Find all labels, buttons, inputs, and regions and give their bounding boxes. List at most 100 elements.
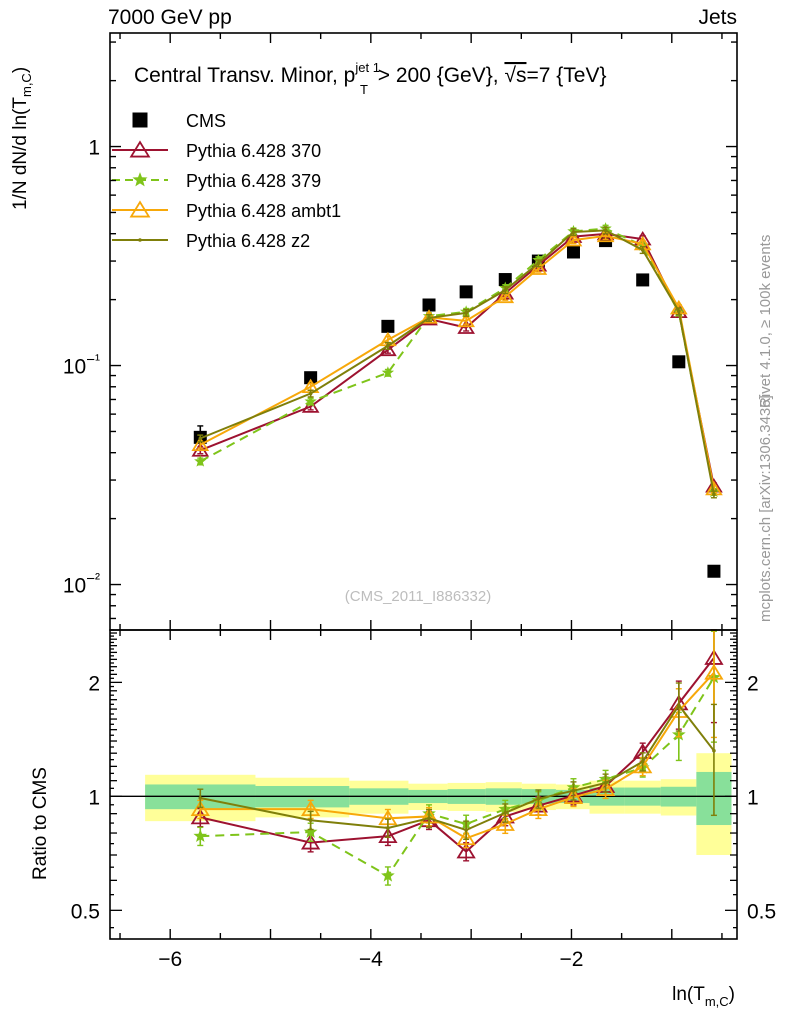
x-tick-label: −4: [359, 948, 383, 971]
legend-label: Pythia 6.428 z2: [186, 231, 310, 251]
data-marker-triangle: [456, 842, 476, 859]
data-marker-triangle: [379, 341, 397, 357]
data-marker-triangle: [456, 829, 476, 846]
data-marker-dot: [198, 436, 203, 441]
ratio-series-pythia-6-428-z2: [197, 682, 717, 840]
ratio-line: [200, 703, 715, 832]
data-marker-dot: [138, 238, 142, 242]
data-marker-dot: [308, 818, 313, 822]
data-marker-dot: [571, 788, 576, 793]
data-marker-square: [422, 298, 436, 312]
data-marker-triangle: [564, 231, 583, 247]
data-marker-square: [672, 355, 686, 369]
title-part3: =7 {TeV}: [526, 64, 606, 87]
y-axis-label-sub: m,C: [19, 73, 34, 97]
legend-label: CMS: [186, 111, 226, 131]
data-marker-dot: [503, 810, 508, 815]
data-marker-triangle: [528, 800, 549, 817]
y-tick-label: 10−¹: [63, 352, 100, 379]
data-marker-dot: [640, 759, 645, 764]
data-marker-dot: [198, 796, 203, 800]
data-marker-triangle: [129, 200, 151, 218]
data-marker-dot: [464, 311, 468, 315]
data-marker-dot: [640, 248, 645, 252]
data-marker-square: [707, 564, 721, 578]
x-axis-label-text: ln(T: [672, 984, 705, 1005]
series-line: [199, 229, 715, 495]
data-marker-triangle: [191, 436, 210, 451]
y-axis-label-main: 1/N dN/d ln(Tm,C): [10, 67, 34, 210]
data-marker-star: [304, 395, 317, 407]
series-line: [199, 234, 715, 490]
legend-label: Pythia 6.428 379: [186, 171, 321, 191]
title-sup: jet 1: [354, 60, 380, 75]
data-marker-triangle: [596, 227, 615, 243]
y-axis-label-text: 1/N dN/d ln(T: [10, 97, 31, 210]
legend-item-pythia-6-428-379[interactable]: Pythia 6.428 379: [112, 171, 321, 191]
title-part2: > 200 {GeV},: [372, 64, 505, 87]
data-marker-star: [132, 172, 148, 187]
data-marker-star: [381, 366, 395, 378]
legend-item-cms[interactable]: CMS: [132, 111, 227, 131]
data-marker-dot: [603, 228, 608, 233]
data-marker-star: [381, 868, 395, 882]
ratio-line: [200, 657, 715, 853]
data-marker-dot: [571, 230, 576, 234]
data-marker-dot: [677, 703, 681, 708]
data-marker-triangle: [378, 827, 398, 844]
data-marker-triangle: [300, 833, 321, 850]
data-marker-triangle: [633, 757, 653, 774]
data-marker-triangle: [595, 780, 616, 796]
series-line: [199, 232, 715, 487]
axis-frames: −6 −4 −2 1 10−¹ 10−² 2 2 1 1 0.5 0.5: [63, 32, 776, 971]
data-marker-dot: [464, 828, 468, 832]
header-left: 7000 GeV pp: [108, 6, 232, 29]
x-tick-label: −6: [158, 948, 182, 971]
legend-item-pythia-6-428-370[interactable]: Pythia 6.428 370: [112, 140, 321, 161]
title-part1: Central Transv. Minor, p: [134, 64, 355, 87]
ratio-y-tick-label: 2: [88, 672, 100, 695]
x-tick-label: −2: [559, 948, 583, 971]
data-marker-triangle: [129, 140, 151, 158]
data-marker-triangle: [301, 398, 320, 413]
svg-text:1/N dN/d ln(Tm,C): 1/N dN/d ln(Tm,C): [10, 67, 34, 210]
data-marker-dot: [503, 288, 508, 292]
data-marker-dot: [603, 781, 608, 785]
x-axis-label: ln(Tm,C): [672, 984, 735, 1009]
data-marker-square: [132, 112, 148, 128]
svg-text:Central Transv. Minor, pjet 1T: Central Transv. Minor, pjet 1 T > 200 {Ge…: [134, 60, 606, 97]
y-tick-label: 1: [88, 137, 100, 160]
ratio-line: [200, 672, 715, 840]
data-marker-dot: [536, 797, 541, 801]
data-marker-triangle: [457, 312, 475, 328]
ratio-y-tick-label: 1: [88, 786, 100, 809]
data-marker-triangle: [495, 815, 515, 831]
ratio-series-pythia-6-428-ambt1: [190, 629, 724, 849]
ratio-y-tick-label: 0.5: [71, 900, 100, 923]
legend-item-pythia-6-428-z2[interactable]: Pythia 6.428 z2: [112, 231, 310, 251]
data-marker-square: [636, 273, 650, 287]
data-marker-square: [566, 245, 580, 259]
legend-item-pythia-6-428-ambt1[interactable]: Pythia 6.428 ambt1: [112, 200, 341, 221]
data-marker-square: [459, 285, 473, 299]
plot-title: Central Transv. Minor, pjet 1 T > 200 {Ge…: [134, 60, 606, 97]
series-pythia-6-428-z2: [197, 226, 717, 499]
data-marker-dot: [427, 816, 431, 821]
ratio-y-tick-label-right: 1: [747, 786, 759, 809]
header-right: Jets: [698, 6, 737, 29]
ratio-panel-frame: [109, 629, 738, 940]
title-sqrt: √s: [504, 64, 526, 87]
side-label-bottom: mcplots.cern.ch [arXiv:1306.3436]: [757, 395, 774, 622]
side-label-top: Rivet 4.1.0, ≥ 100k events: [757, 235, 774, 408]
data-marker-triangle: [704, 663, 724, 680]
data-marker-square: [304, 371, 318, 385]
data-marker-triangle: [496, 288, 515, 304]
ratio-y-tick-label-right: 2: [747, 672, 759, 695]
series-line: [199, 227, 715, 493]
data-marker-triangle: [529, 260, 548, 275]
data-marker-dot: [386, 344, 390, 348]
data-marker-square: [381, 319, 395, 333]
analysis-watermark: (CMS_2011_I886332): [345, 588, 491, 605]
